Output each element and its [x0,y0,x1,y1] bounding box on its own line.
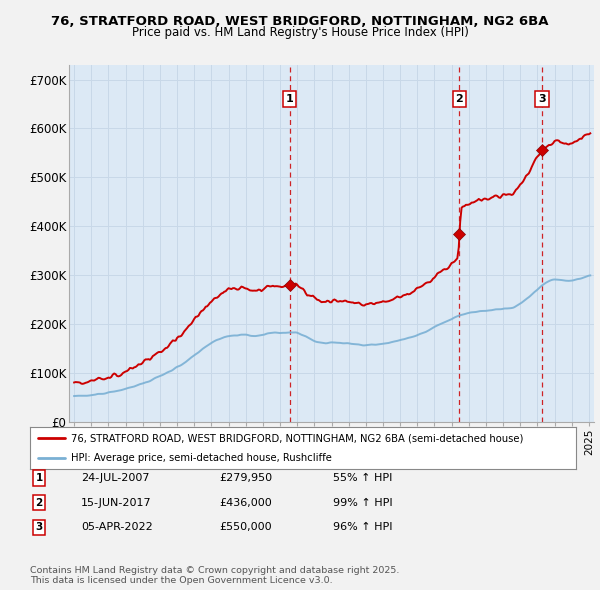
Text: 99% ↑ HPI: 99% ↑ HPI [333,498,392,507]
Text: HPI: Average price, semi-detached house, Rushcliffe: HPI: Average price, semi-detached house,… [71,454,332,463]
Text: 55% ↑ HPI: 55% ↑ HPI [333,473,392,483]
Text: 76, STRATFORD ROAD, WEST BRIDGFORD, NOTTINGHAM, NG2 6BA (semi-detached house): 76, STRATFORD ROAD, WEST BRIDGFORD, NOTT… [71,434,523,444]
Text: 2: 2 [35,498,43,507]
Text: 2: 2 [455,94,463,104]
Text: 15-JUN-2017: 15-JUN-2017 [81,498,152,507]
Text: Contains HM Land Registry data © Crown copyright and database right 2025.: Contains HM Land Registry data © Crown c… [30,566,400,575]
Text: 05-APR-2022: 05-APR-2022 [81,523,153,532]
Text: Price paid vs. HM Land Registry's House Price Index (HPI): Price paid vs. HM Land Registry's House … [131,26,469,39]
Text: 96% ↑ HPI: 96% ↑ HPI [333,523,392,532]
Text: 1: 1 [286,94,293,104]
Text: £436,000: £436,000 [219,498,272,507]
Text: 3: 3 [35,523,43,532]
Text: £550,000: £550,000 [219,523,272,532]
Text: £279,950: £279,950 [219,473,272,483]
Text: 76, STRATFORD ROAD, WEST BRIDGFORD, NOTTINGHAM, NG2 6BA: 76, STRATFORD ROAD, WEST BRIDGFORD, NOTT… [51,15,549,28]
Text: 3: 3 [538,94,546,104]
Text: 24-JUL-2007: 24-JUL-2007 [81,473,149,483]
Text: This data is licensed under the Open Government Licence v3.0.: This data is licensed under the Open Gov… [30,576,332,585]
Text: 1: 1 [35,473,43,483]
